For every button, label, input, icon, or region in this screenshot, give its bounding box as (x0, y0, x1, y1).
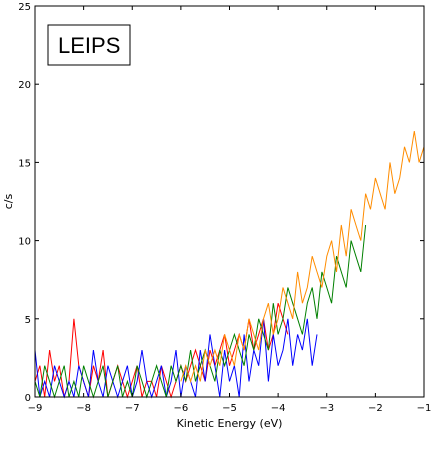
y-tick-label: 0 (25, 393, 31, 404)
annotation-frame (47, 24, 131, 66)
y-tick-label: 15 (18, 158, 31, 169)
series-line-4 (180, 131, 425, 384)
x-tick-label: −3 (319, 403, 334, 414)
series-layer (34, 131, 425, 399)
y-tick-label: 25 (18, 2, 31, 13)
x-tick-label: −2 (368, 403, 383, 414)
x-tick-label: −5 (222, 403, 237, 414)
ticks-layer: −9 −8 −7 −6 −5 −4 −3 −2 −1 0 5 10 15 20 25 (18, 2, 431, 414)
x-tick-label: −7 (125, 403, 140, 414)
y-tick-label: 10 (18, 237, 31, 248)
y-tick-label: 5 (25, 315, 31, 326)
series-line-3 (34, 224, 367, 399)
annotation-box: LEIPS (47, 24, 131, 66)
y-tick-label: 20 (18, 80, 31, 91)
x-tick-label: −9 (28, 403, 43, 414)
x-tick-label: −6 (174, 403, 189, 414)
x-tick-label: −4 (271, 403, 286, 414)
y-axis-title: c/s (2, 193, 15, 209)
x-tick-label: −8 (76, 403, 91, 414)
x-axis-title: Kinetic Energy (eV) (177, 417, 283, 430)
x-tick-label: −1 (417, 403, 432, 414)
annotation-label: LEIPS (58, 33, 120, 58)
